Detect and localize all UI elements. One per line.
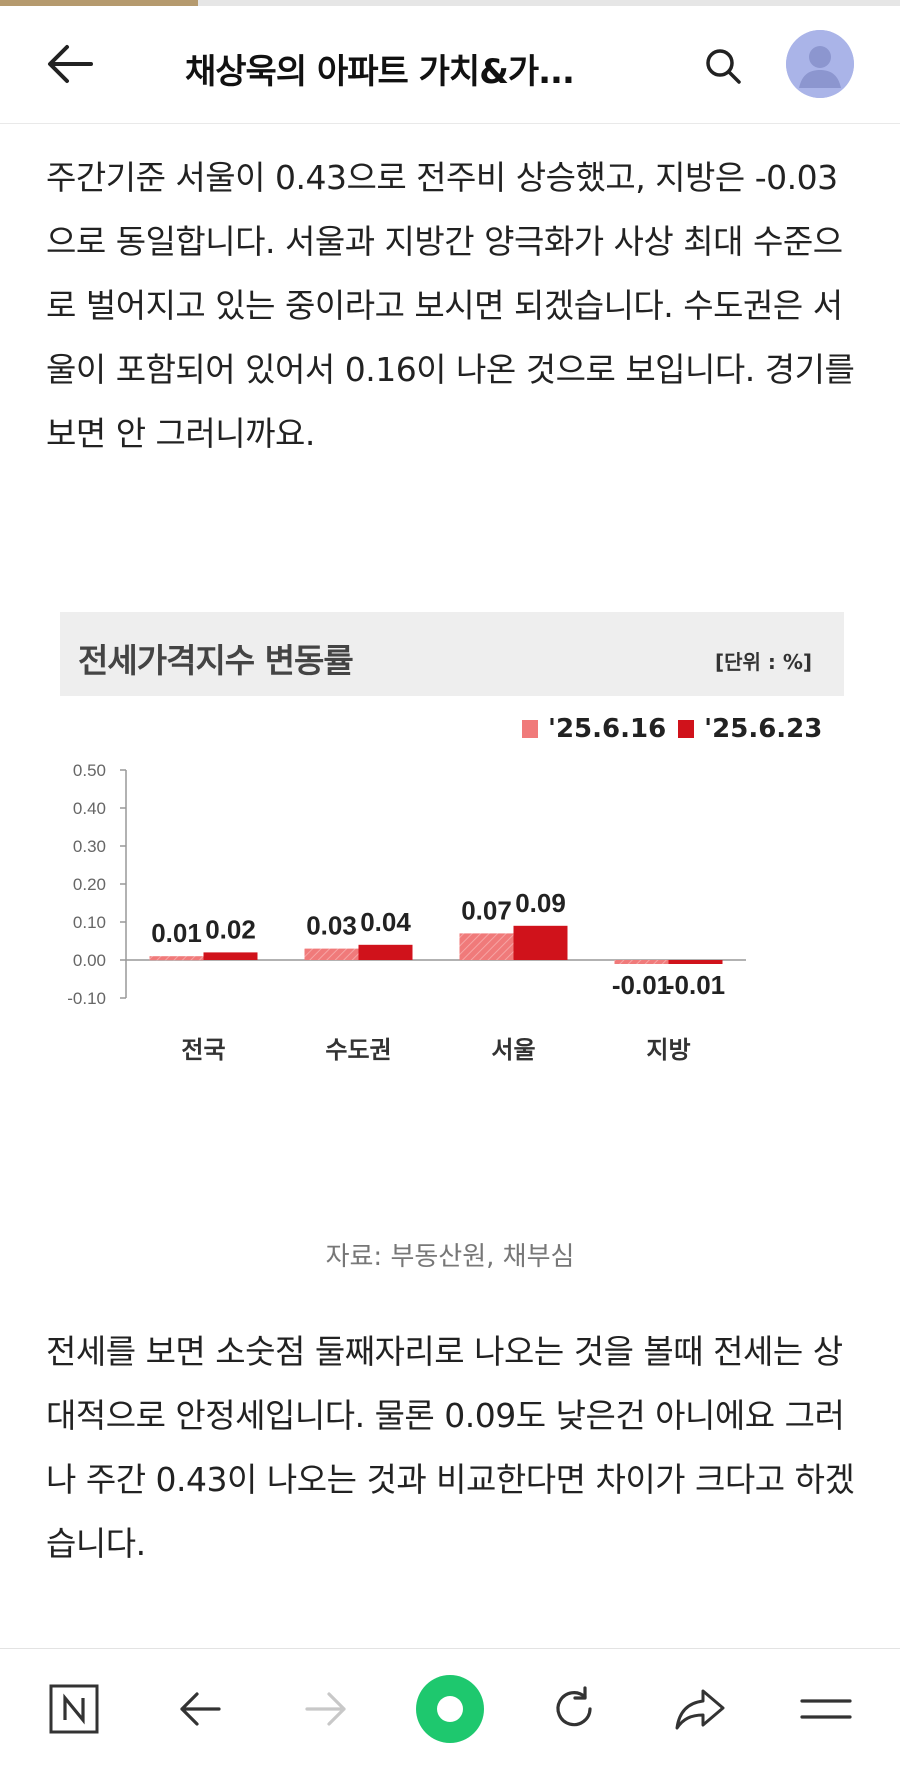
- legend-label-series-1: '25.6.16: [548, 714, 667, 744]
- bar-2-4: [668, 960, 723, 964]
- arrow-left-icon: [180, 1692, 221, 1726]
- y-tick-label: 0.20: [73, 875, 106, 894]
- search-button[interactable]: [695, 38, 751, 94]
- y-tick-label: 0.30: [73, 837, 106, 856]
- legend-label-series-2: '25.6.23: [704, 714, 823, 744]
- back-button[interactable]: [40, 34, 100, 94]
- bar-1-1: [149, 956, 204, 961]
- chart-unit-label: [단위 : %]: [714, 650, 812, 674]
- data-label: 0.02: [205, 914, 256, 944]
- green-circle-icon: [416, 1675, 484, 1743]
- arrow-right-icon: [305, 1692, 346, 1726]
- refresh-icon: [556, 1686, 592, 1727]
- jeonse-price-chart: 전세가격지수 변동률 [단위 : %] '25.6.16 '25.6.23 0.…: [46, 608, 854, 1214]
- bottom-navigation-bar: [0, 1648, 900, 1766]
- bar-2-1: [203, 952, 258, 960]
- browser-forward-button[interactable]: [286, 1669, 366, 1749]
- legend-swatch-series-1: [522, 720, 538, 738]
- page-title: 채상욱의 아파트 가치&가...: [185, 52, 575, 92]
- green-dot-button[interactable]: [410, 1669, 490, 1749]
- home-button[interactable]: [34, 1669, 114, 1749]
- x-category-label: 전국: [181, 1036, 225, 1064]
- user-avatar-button[interactable]: [786, 30, 854, 98]
- bar-1-4: [614, 960, 669, 964]
- chart-source-caption: 자료: 부동산원, 채부심: [325, 1242, 575, 1272]
- bar-1-3: [459, 933, 514, 960]
- refresh-button[interactable]: [534, 1669, 614, 1749]
- x-category-label: 지방: [646, 1036, 690, 1064]
- reading-progress-bar: [0, 0, 900, 6]
- data-label: 0.04: [360, 907, 411, 937]
- y-tick-label: 0.50: [73, 761, 106, 780]
- y-tick-label: -0.10: [67, 989, 106, 1008]
- data-label: 0.09: [515, 888, 566, 918]
- y-tick-label: 0.10: [73, 913, 106, 932]
- legend-swatch-series-2: [678, 720, 695, 738]
- y-tick-label: 0.00: [73, 951, 106, 970]
- bar-2-3: [513, 925, 568, 960]
- legend-item-series-1: '25.6.16: [522, 714, 666, 744]
- naver-n-icon: [49, 1684, 99, 1734]
- data-label: 0.07: [461, 895, 512, 925]
- reading-progress-fill: [0, 0, 198, 6]
- article-paragraph: 전세를 보면 소숫점 둘째자리로 나오는 것을 볼때 전세는 상대적으로 안정세…: [46, 1332, 855, 1563]
- top-header: 채상욱의 아파트 가치&가...: [0, 6, 900, 124]
- user-avatar-icon: [786, 30, 854, 98]
- legend-item-series-2: '25.6.23: [678, 714, 822, 744]
- share-icon: [675, 1689, 725, 1730]
- hamburger-menu-icon: [800, 1699, 852, 1719]
- bar-1-2: [304, 948, 359, 960]
- article-paragraph: 주간기준 서울이 0.43으로 전주비 상승했고, 지방은 -0.03으로 동일…: [46, 158, 855, 453]
- menu-button[interactable]: [786, 1669, 866, 1749]
- data-label: -0.01: [666, 970, 725, 1000]
- share-button[interactable]: [660, 1669, 740, 1749]
- x-category-label: 수도권: [325, 1036, 391, 1064]
- chart-plot: 0.50 0.40 0.30 0.20 0.10 0.00 -0.10 0.01 0.02 전국 0…: [67, 761, 746, 1064]
- chart-title: 전세가격지수 변동률: [78, 641, 354, 680]
- chart-legend: '25.6.16 '25.6.23: [522, 714, 834, 744]
- bar-2-2: [358, 944, 413, 960]
- data-label: 0.03: [306, 911, 357, 941]
- y-tick-label: 0.40: [73, 799, 106, 818]
- data-label: -0.01: [612, 970, 671, 1000]
- chart-header: 전세가격지수 변동률 [단위 : %]: [60, 612, 844, 696]
- x-category-label: 서울: [491, 1036, 535, 1064]
- browser-back-button[interactable]: [160, 1669, 240, 1749]
- arrow-left-icon: [48, 45, 93, 83]
- search-icon: [706, 49, 741, 84]
- data-label: 0.01: [151, 918, 202, 948]
